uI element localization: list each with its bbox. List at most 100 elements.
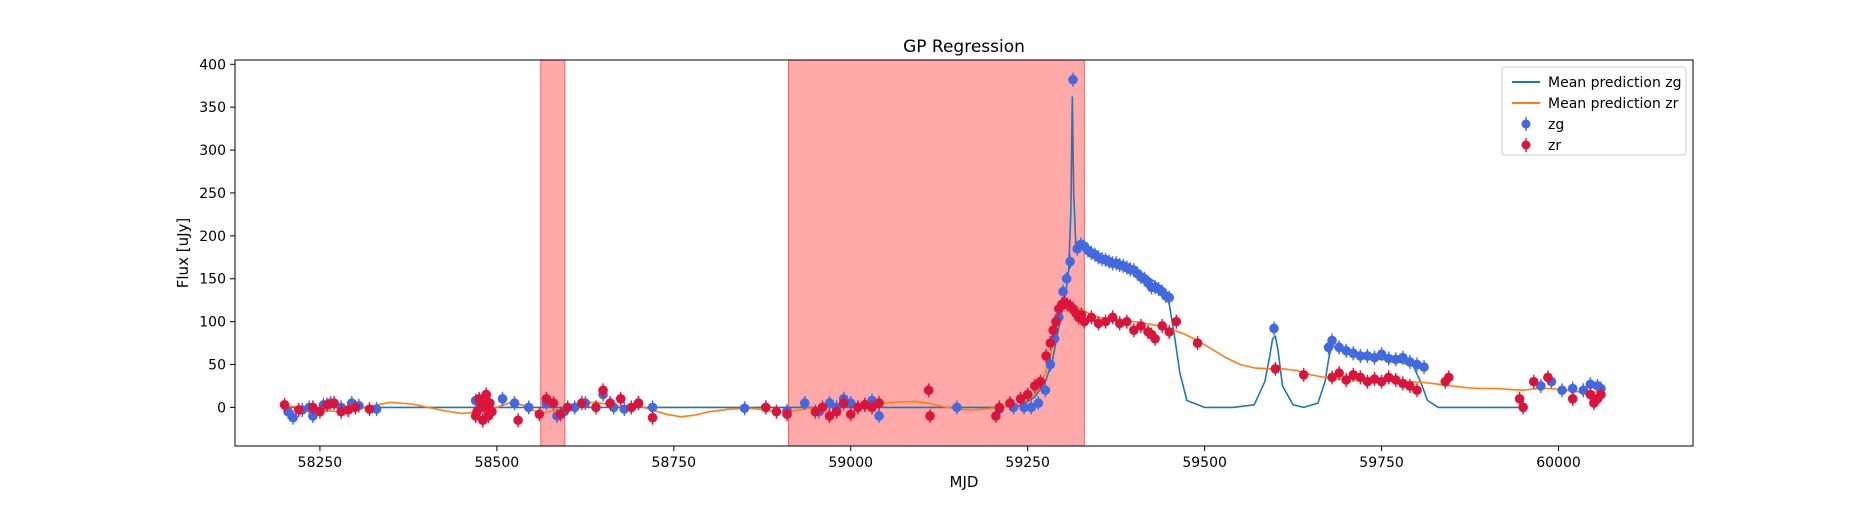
data-point bbox=[1129, 325, 1139, 336]
data-point bbox=[831, 406, 842, 417]
data-point bbox=[484, 398, 495, 408]
data-point bbox=[1327, 372, 1337, 383]
data-point bbox=[1444, 372, 1454, 383]
data-point bbox=[874, 398, 884, 408]
data-point bbox=[509, 398, 520, 408]
x-tick-label: 59250 bbox=[1005, 455, 1050, 471]
data-point bbox=[867, 402, 877, 413]
data-point bbox=[1412, 385, 1422, 396]
data-point bbox=[1567, 394, 1578, 404]
data-point bbox=[1298, 370, 1309, 380]
data-point bbox=[1051, 316, 1061, 327]
data-point bbox=[1079, 316, 1090, 327]
data-point bbox=[799, 398, 810, 408]
legend-label: zr bbox=[1548, 138, 1561, 154]
data-point bbox=[1164, 292, 1175, 303]
data-point bbox=[824, 398, 835, 408]
data-point bbox=[1596, 389, 1606, 400]
data-point bbox=[1557, 385, 1567, 396]
data-point bbox=[1578, 385, 1589, 396]
data-point bbox=[1068, 74, 1078, 85]
data-point bbox=[577, 398, 587, 408]
y-tick-label: 100 bbox=[199, 315, 226, 331]
data-point bbox=[1543, 372, 1553, 383]
y-tick-label: 50 bbox=[208, 358, 226, 374]
data-point bbox=[1005, 398, 1015, 408]
data-point bbox=[1341, 375, 1351, 385]
x-tick-label: 58750 bbox=[652, 455, 697, 471]
chart-title: GP Regression bbox=[903, 37, 1025, 57]
y-axis-title: Flux [uJy] bbox=[174, 218, 192, 288]
data-point bbox=[1355, 372, 1366, 383]
data-point bbox=[562, 402, 573, 413]
data-point bbox=[761, 402, 771, 413]
data-point bbox=[1019, 402, 1029, 413]
data-point bbox=[569, 402, 580, 413]
data-point bbox=[1157, 321, 1167, 331]
x-tick-label: 60000 bbox=[1536, 455, 1581, 471]
data-point bbox=[1164, 327, 1175, 337]
data-point bbox=[838, 398, 849, 408]
data-point bbox=[523, 402, 534, 413]
data-point bbox=[329, 398, 339, 408]
series-points-zr bbox=[279, 295, 1606, 428]
data-point bbox=[845, 398, 856, 408]
data-point bbox=[1585, 389, 1596, 400]
data-point bbox=[605, 398, 615, 408]
data-point bbox=[1376, 376, 1387, 387]
data-point bbox=[513, 415, 523, 426]
data-point bbox=[279, 400, 290, 410]
x-tick-label: 59750 bbox=[1359, 455, 1404, 471]
data-point bbox=[1065, 256, 1075, 267]
data-point bbox=[991, 411, 1001, 421]
data-point bbox=[598, 385, 608, 396]
data-point bbox=[1514, 394, 1525, 404]
data-point bbox=[1192, 338, 1203, 348]
data-point bbox=[845, 409, 856, 420]
data-point bbox=[1045, 338, 1056, 348]
data-point bbox=[315, 406, 325, 417]
data-point bbox=[308, 411, 318, 421]
y-tick-label: 400 bbox=[199, 57, 226, 73]
data-point bbox=[1528, 376, 1539, 387]
data-point bbox=[481, 389, 492, 400]
data-point bbox=[952, 402, 962, 413]
data-point bbox=[1376, 349, 1387, 360]
data-point bbox=[1045, 359, 1056, 370]
data-point bbox=[1398, 352, 1408, 363]
data-point bbox=[1058, 286, 1068, 297]
legend: Mean prediction zg Mean prediction zr zg zr bbox=[1501, 66, 1687, 156]
y-axis: 0 50 100 150 200 250 300 350 400 bbox=[199, 57, 235, 416]
data-point bbox=[1518, 402, 1528, 413]
data-point bbox=[541, 394, 552, 404]
data-point bbox=[626, 402, 637, 413]
x-axis-title: MJD bbox=[950, 473, 979, 491]
data-point bbox=[817, 402, 828, 413]
data-point bbox=[1269, 323, 1279, 334]
data-point bbox=[555, 409, 566, 420]
data-point bbox=[288, 412, 298, 423]
data-point bbox=[1327, 335, 1337, 346]
y-tick-label: 150 bbox=[199, 272, 226, 288]
data-point bbox=[1383, 353, 1394, 364]
legend-label: Mean prediction zr bbox=[1548, 96, 1679, 112]
legend-swatch-marker bbox=[1521, 119, 1531, 129]
data-point bbox=[782, 409, 792, 420]
y-tick-label: 300 bbox=[199, 143, 226, 159]
data-point bbox=[534, 409, 545, 420]
data-point bbox=[925, 411, 935, 421]
data-point bbox=[810, 406, 821, 417]
y-tick-label: 0 bbox=[217, 400, 226, 416]
legend-box bbox=[1501, 66, 1687, 156]
data-point bbox=[1086, 312, 1097, 323]
y-tick-label: 250 bbox=[199, 186, 226, 202]
data-point bbox=[1536, 381, 1546, 391]
data-point bbox=[1035, 376, 1046, 387]
data-point bbox=[1041, 351, 1051, 361]
data-point bbox=[1100, 316, 1111, 327]
data-point bbox=[824, 411, 835, 421]
data-point bbox=[350, 402, 361, 413]
data-point bbox=[497, 394, 508, 404]
